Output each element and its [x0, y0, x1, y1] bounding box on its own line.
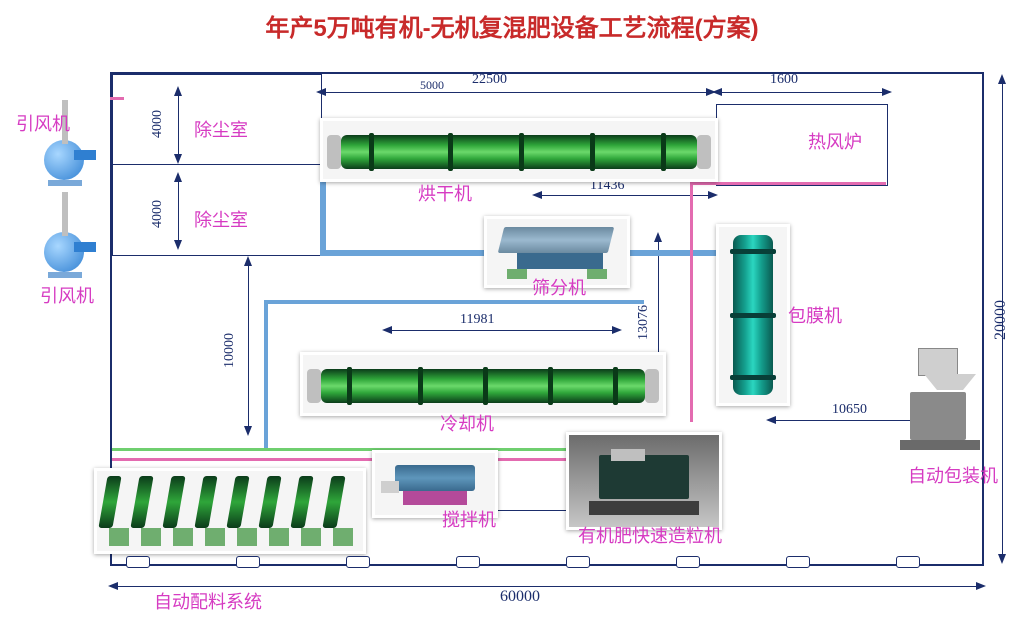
dim-4000a: 4000 — [150, 110, 166, 138]
dim-10650: 10650 — [832, 402, 867, 418]
dim-1600-ar — [882, 88, 892, 96]
label-dust2: 除尘室 — [194, 206, 248, 232]
label-dryer: 烘干机 — [418, 180, 472, 206]
diagram-title: 年产5万吨有机-无机复混肥设备工艺流程(方案) — [0, 8, 1024, 43]
dim-11981-ar — [612, 326, 622, 334]
dim-4000b: 4000 — [150, 200, 166, 228]
diagram-stage: 年产5万吨有机-无机复混肥设备工艺流程(方案) 22500 5000 1600 … — [0, 0, 1024, 630]
dim-10650-al — [766, 416, 776, 424]
furnace-box — [716, 104, 888, 186]
dim-60000-line — [112, 586, 980, 587]
tick-1 — [126, 556, 150, 568]
label-furnace: 热风炉 — [808, 128, 862, 154]
label-mixer: 搅拌机 — [442, 506, 496, 532]
fan-1 — [44, 140, 98, 186]
dim-5000: 5000 — [420, 78, 444, 93]
dim-20000-au — [998, 74, 1006, 84]
dim-22500-line — [320, 92, 710, 93]
tick-7 — [786, 556, 810, 568]
pipe-blue-4 — [264, 300, 644, 304]
label-screen: 筛分机 — [532, 274, 586, 300]
tick-2 — [236, 556, 260, 568]
dim-60000-al — [108, 582, 118, 590]
label-packer: 自动包装机 — [908, 462, 998, 488]
dim-4000a-au — [174, 86, 182, 96]
dim-11981-line — [386, 330, 616, 331]
tick-3 — [346, 556, 370, 568]
dim-11981: 11981 — [460, 312, 494, 328]
packer-equipment — [900, 348, 980, 458]
dim-10000: 10000 — [222, 333, 238, 368]
label-batch: 自动配料系统 — [154, 588, 262, 614]
dim-10000-ad — [244, 426, 252, 436]
dim-11436-al — [532, 191, 542, 199]
label-cooler: 冷却机 — [440, 410, 494, 436]
label-coater: 包膜机 — [788, 302, 842, 328]
pipe-blue-5 — [264, 300, 268, 450]
pipe-pink-2 — [690, 182, 693, 422]
dim-10000-au — [244, 256, 252, 266]
tick-8 — [896, 556, 920, 568]
pipe-pink-3 — [110, 97, 124, 100]
coater-photo — [716, 224, 790, 406]
dim-4000b-au — [174, 172, 182, 182]
dryer-photo — [320, 118, 718, 182]
dim-20000: 20000 — [992, 300, 1010, 340]
dim-10000-line — [248, 260, 249, 430]
dim-1600-al — [712, 88, 722, 96]
dim-1600: 1600 — [770, 72, 798, 88]
dim-13076-au — [654, 232, 662, 242]
dim-11981-al — [382, 326, 392, 334]
tick-5 — [566, 556, 590, 568]
dim-22500-al — [316, 88, 326, 96]
dim-4000a-line — [178, 90, 179, 158]
pipe-pink-1 — [690, 182, 886, 185]
dim-11436-ar — [708, 191, 718, 199]
tick-6 — [676, 556, 700, 568]
dim-1600-line — [716, 92, 886, 93]
dim-22500: 22500 — [472, 72, 507, 88]
duct-2 — [62, 192, 68, 236]
dim-20000-ad — [998, 554, 1006, 564]
label-granulator: 有机肥快速造粒机 — [578, 522, 722, 548]
fan-2 — [44, 232, 98, 278]
dim-60000-ar — [976, 582, 986, 590]
label-fan1: 引风机 — [16, 110, 70, 136]
dim-4000b-ad — [174, 240, 182, 250]
label-fan2: 引风机 — [40, 282, 94, 308]
cooler-photo — [300, 352, 666, 416]
dim-4000a-ad — [174, 154, 182, 164]
granulator-photo — [566, 432, 722, 530]
tick-4 — [456, 556, 480, 568]
dim-4000b-line — [178, 176, 179, 244]
dim-60000: 60000 — [500, 588, 540, 606]
label-dust1: 除尘室 — [194, 116, 248, 142]
batch-photo — [94, 468, 366, 554]
dim-13076: 13076 — [636, 305, 652, 340]
dim-11436-line — [536, 195, 712, 196]
